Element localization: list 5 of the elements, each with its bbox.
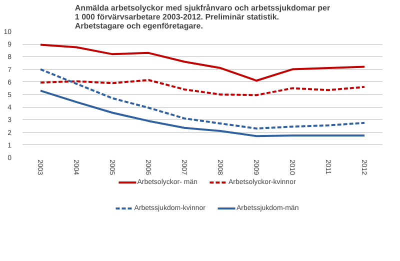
- line-series: [40, 44, 366, 82]
- line-series: [40, 68, 366, 130]
- chart-title: Anmälda arbetsolyckor med sjukfrånvaro och arbetssjukdomar per 1 000 förvärvsarbetare 2003-2012. Preliminär statistik. Arbetstagare och egenföretagare.: [74, 4, 330, 30]
- line-series: [40, 90, 366, 138]
- line-series: [40, 79, 366, 96]
